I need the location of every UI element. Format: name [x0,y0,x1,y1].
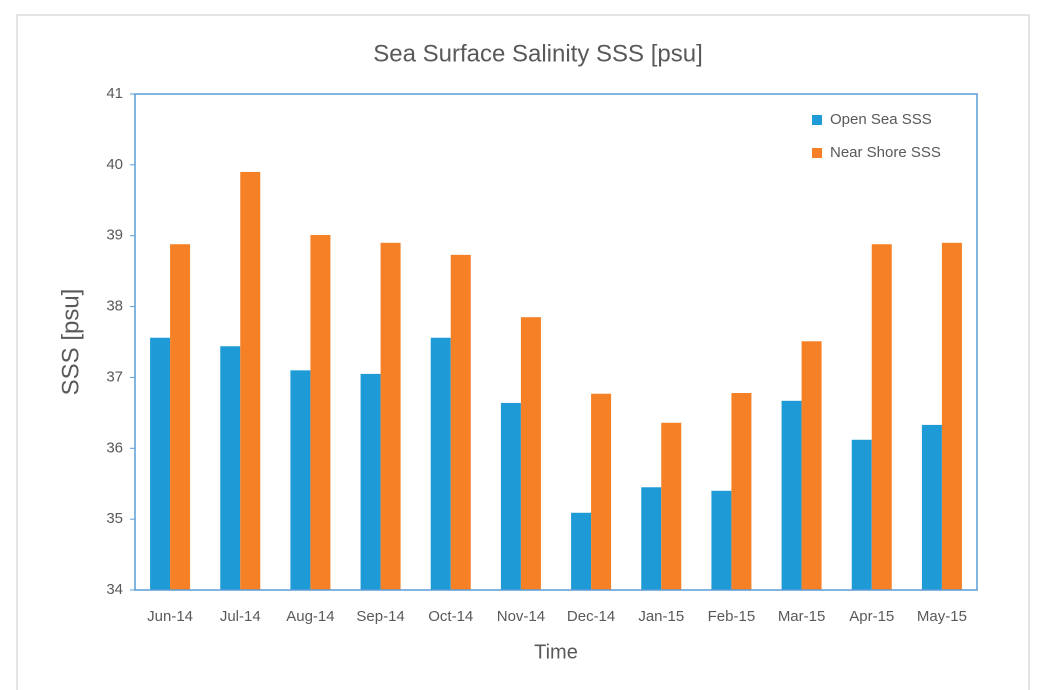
bar [360,373,381,590]
y-tick-label: 38 [106,298,123,315]
y-tick-label: 37 [106,368,123,385]
x-tick-label: Apr-15 [849,608,894,625]
x-tick-label: Jun-14 [147,608,193,625]
bar [921,424,942,590]
bar [430,337,451,590]
chart-title: Sea Surface Salinity SSS [psu] [373,40,703,67]
bar [801,341,822,590]
bar [290,370,311,590]
bar [641,487,662,590]
bar [500,402,521,590]
x-tick-label: Mar-15 [778,608,826,625]
legend-swatch [812,115,822,125]
x-tick-label: Jan-15 [638,608,684,625]
y-tick-label: 36 [106,439,123,456]
y-tick-label: 40 [106,156,123,173]
x-tick-label: Oct-14 [428,608,473,625]
x-tick-label: Sep-14 [356,608,404,625]
y-axis-label: SSS [psu] [57,289,84,396]
bar [310,235,331,590]
bar [851,439,872,590]
legend-label: Near Shore SSS [830,144,941,161]
x-tick-label: May-15 [917,608,967,625]
bar [731,393,752,590]
y-tick-label: 39 [106,227,123,244]
legend-label: Open Sea SSS [830,111,932,128]
bar [591,393,612,590]
x-tick-label: Feb-15 [708,608,756,625]
bar [170,244,191,590]
x-tick-label: Aug-14 [286,608,334,625]
legend-swatch [812,148,822,158]
plot-area [134,93,978,591]
bar [450,254,471,591]
x-tick-label: Nov-14 [497,608,545,625]
bar [871,244,892,590]
frame [16,14,1030,690]
bar [520,317,541,590]
y-tick-label: 34 [106,581,123,598]
bar [661,422,682,590]
bar [380,242,401,591]
bar [571,512,592,590]
x-axis-label: Time [534,641,578,663]
y-tick-label: 41 [106,85,123,102]
bar [240,171,261,590]
x-tick-label: Dec-14 [567,608,615,625]
bar [150,337,171,590]
bar [711,490,732,590]
bar [220,346,241,590]
bar [941,242,962,591]
x-tick-label: Jul-14 [220,608,261,625]
bar [781,400,802,590]
y-tick-label: 35 [106,510,123,527]
